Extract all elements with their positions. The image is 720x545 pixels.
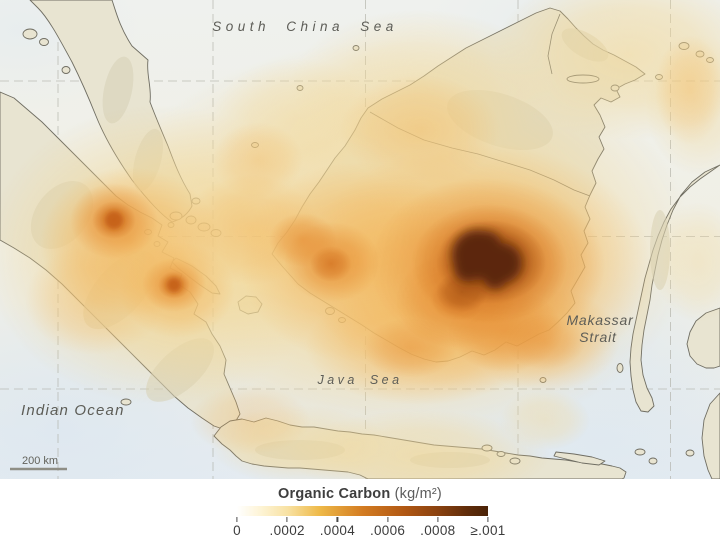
legend-tick-label: .0006 [369,523,406,538]
label-makassar-strait-line2: Strait [579,329,617,345]
legend-unit-text: (kg/m²) [394,486,442,502]
label-makassar-strait-line1: Makassar [566,312,634,328]
legend-colorbar [237,506,488,516]
legend-title: Organic Carbon (kg/m²) [0,486,720,502]
label-java-sea: Java Sea [316,373,402,387]
map-canvas: South China Sea Indian Ocean Makassar St… [0,0,720,479]
legend-ticks [236,517,489,522]
sea-labels: South China Sea Indian Ocean Makassar St… [21,19,634,419]
legend-tick [437,517,439,522]
legend-tick-label: ≥.001 [470,523,506,538]
smoke-dot-cores [105,211,181,292]
smoke-core [452,230,522,289]
island-madura [553,451,606,466]
landmass-sulawesi-south [701,392,720,479]
legend-title-text: Organic Carbon [278,486,391,502]
legend-tick-label: 0 [233,523,241,538]
legend-tick-labels: 0 .0002 .0004 .0006 .0008 ≥.001 [233,523,505,541]
legend-tick [236,517,238,522]
legend-tick [336,517,338,522]
legend-tick-label: .0002 [269,523,305,538]
legend-tick [386,517,389,522]
label-indian-ocean: Indian Ocean [21,402,125,419]
legend-tick-label: .0004 [319,523,356,538]
scale-bar: 200 km [10,455,67,471]
label-south-china-sea: South China Sea [212,19,398,34]
smoke-layer [0,0,720,479]
legend-tick [487,517,489,522]
legend-tick [286,517,288,522]
legend: Organic Carbon (kg/m²) 0 .0002 .0004 .00… [0,479,720,545]
legend-tick-label: .0008 [420,523,456,538]
scale-bar-label: 200 km [22,455,58,467]
map-svg: South China Sea Indian Ocean Makassar St… [0,0,720,479]
